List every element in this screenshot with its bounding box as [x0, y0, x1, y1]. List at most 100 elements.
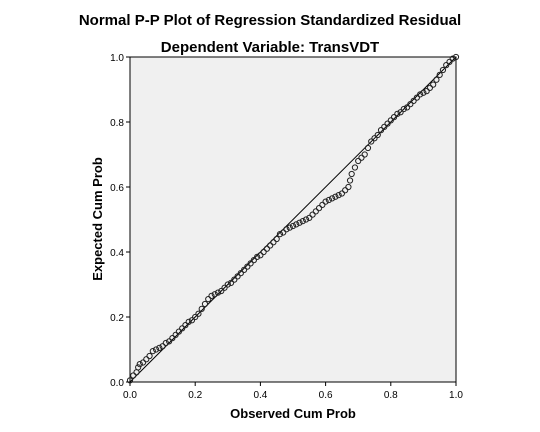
x-tick-label: 0.0 — [123, 390, 137, 401]
data-point — [166, 338, 173, 345]
data-point — [387, 117, 394, 124]
data-point — [260, 248, 267, 256]
data-point — [152, 346, 160, 353]
data-point — [407, 101, 414, 108]
data-point — [413, 94, 420, 101]
data-point — [410, 97, 417, 104]
data-point — [247, 260, 254, 267]
data-point — [361, 151, 368, 158]
data-point — [355, 157, 362, 165]
data-point — [322, 198, 329, 205]
data-point — [195, 310, 202, 317]
data-point — [400, 105, 407, 113]
data-point — [254, 253, 261, 260]
data-point — [332, 193, 339, 200]
data-point — [162, 339, 169, 347]
x-tick-label: 0.2 — [188, 390, 202, 401]
data-point — [276, 231, 284, 238]
data-point — [198, 305, 205, 312]
data-point — [338, 190, 345, 197]
data-point — [289, 222, 297, 230]
y-tick-label: 0.8 — [110, 118, 124, 129]
data-point — [397, 109, 404, 116]
data-point — [390, 114, 398, 121]
data-point — [227, 279, 235, 286]
data-point — [345, 183, 352, 191]
y-tick-label: 1.0 — [110, 53, 124, 64]
data-point — [371, 135, 378, 142]
data-point — [348, 170, 355, 178]
data-point — [309, 211, 316, 218]
data-point — [296, 219, 303, 226]
data-point — [335, 192, 342, 199]
data-point — [329, 195, 336, 202]
data-point — [368, 138, 375, 145]
y-tick-label: 0.2 — [110, 313, 124, 324]
data-point — [394, 110, 401, 117]
data-point — [241, 266, 248, 273]
data-point — [273, 235, 280, 243]
data-point — [439, 66, 447, 74]
data-point — [237, 270, 244, 277]
data-point — [420, 89, 427, 96]
data-point — [270, 239, 277, 246]
data-point — [221, 284, 228, 291]
data-point — [179, 325, 186, 332]
data-point — [182, 322, 189, 329]
x-tick-label: 1.0 — [449, 390, 463, 401]
data-point — [325, 196, 332, 204]
y-tick-label: 0.4 — [110, 248, 124, 259]
y-tick-label: 0.0 — [110, 378, 124, 389]
x-tick-label: 0.8 — [384, 390, 398, 401]
data-point — [172, 331, 179, 338]
data-points — [126, 53, 460, 384]
x-tick-label: 0.6 — [319, 390, 333, 401]
y-tick-label: 0.6 — [110, 183, 124, 194]
data-point — [139, 359, 147, 366]
data-point — [205, 296, 212, 303]
data-point — [250, 257, 257, 264]
y-axis-ticks: 0.0 0.2 0.4 0.6 0.8 1.0 — [110, 53, 130, 389]
data-point — [136, 361, 143, 368]
data-point — [201, 300, 209, 308]
data-point — [293, 221, 300, 228]
data-point — [299, 218, 306, 225]
data-point — [358, 154, 365, 161]
data-point — [426, 84, 434, 91]
x-axis-label: Observed Cum Prob — [230, 406, 356, 421]
data-point — [283, 226, 290, 233]
data-point — [208, 292, 215, 299]
data-point — [404, 104, 411, 111]
data-point — [377, 127, 385, 134]
x-axis-ticks: 0.0 0.2 0.4 0.6 0.8 1.0 — [123, 382, 463, 401]
y-axis-label: Expected Cum Prob — [90, 157, 105, 281]
data-point — [211, 291, 218, 298]
data-point — [436, 71, 443, 78]
data-point — [286, 224, 293, 231]
data-point — [257, 252, 264, 259]
data-point — [169, 335, 176, 342]
chart-title: Normal P-P Plot of Regression Standardiz… — [79, 12, 461, 29]
data-point — [135, 364, 142, 371]
data-point — [156, 344, 163, 351]
data-point — [384, 120, 391, 127]
data-point — [218, 287, 225, 295]
x-tick-label: 0.4 — [253, 390, 267, 401]
data-point — [452, 53, 460, 61]
data-point — [263, 245, 271, 252]
data-point — [224, 281, 231, 288]
data-point — [149, 348, 156, 355]
data-point — [231, 276, 238, 283]
data-point — [234, 273, 241, 280]
data-point — [302, 216, 310, 223]
data-point — [280, 229, 287, 236]
data-point — [130, 372, 137, 379]
data-point — [185, 318, 192, 325]
data-point — [146, 352, 153, 360]
data-point — [214, 289, 222, 296]
chart-subtitle: Dependent Variable: TransVDT — [161, 39, 379, 56]
data-point — [188, 317, 196, 324]
data-point — [192, 313, 199, 321]
